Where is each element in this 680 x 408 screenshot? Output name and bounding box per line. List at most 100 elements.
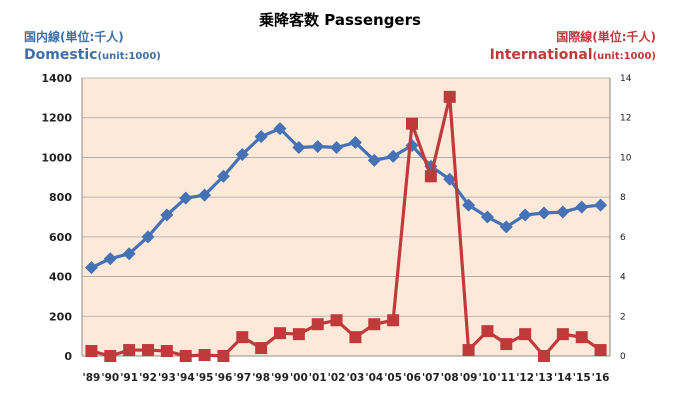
x-tick-label: '10 — [479, 372, 497, 384]
domestic-point — [160, 208, 174, 222]
right-tick-label: 12 — [620, 114, 631, 124]
x-tick-label: '02 — [328, 372, 346, 384]
domestic-point — [273, 122, 287, 136]
x-tick-label: '94 — [177, 372, 195, 384]
international-point — [179, 350, 192, 362]
international-point — [481, 325, 494, 338]
right-axis-label: International(unit:1000) — [490, 44, 656, 63]
x-tick-label: '11 — [497, 372, 515, 384]
international-point — [198, 349, 211, 362]
international-point — [538, 350, 550, 362]
domestic-point — [575, 200, 589, 214]
domestic-series — [84, 122, 608, 275]
international-point — [556, 328, 569, 341]
domestic-point — [386, 149, 400, 163]
right-axis-unit: (unit:1000) — [592, 51, 656, 62]
domestic-point — [537, 206, 551, 220]
international-point — [217, 350, 230, 362]
international-point — [519, 328, 532, 341]
international-point — [160, 345, 173, 358]
domestic-point — [348, 136, 362, 150]
left-axis-label-jp: 国内線(単位:千人) — [24, 30, 124, 44]
x-tick-label: '96 — [215, 372, 233, 384]
domestic-point — [235, 147, 249, 161]
domestic-point — [556, 205, 570, 219]
international-point — [142, 344, 154, 357]
international-point — [575, 331, 588, 344]
right-tick-label: 6 — [620, 233, 626, 243]
domestic-point — [103, 252, 117, 266]
right-tick-label: 0 — [620, 352, 626, 362]
x-tick-label: '93 — [158, 372, 176, 384]
right-tick-label: 14 — [620, 74, 632, 84]
x-tick-label: '04 — [365, 372, 383, 384]
domestic-point — [443, 172, 457, 186]
x-axis-ticks: '89'90'91'92'93'94'95'96'97'98'99'00'01 '… — [83, 372, 610, 384]
domestic-point — [499, 220, 513, 234]
x-tick-label: '09 — [460, 372, 478, 384]
domestic-point — [198, 188, 212, 202]
domestic-point — [462, 198, 476, 212]
x-tick-label: '08 — [441, 372, 459, 384]
domestic-point — [179, 191, 193, 205]
international-point — [274, 327, 286, 340]
left-tick-label: 1400 — [41, 72, 72, 85]
x-tick-label: '95 — [196, 372, 214, 384]
international-point — [406, 117, 418, 130]
international-point — [330, 314, 343, 327]
international-point — [104, 350, 117, 362]
right-tick-label: 8 — [620, 193, 626, 203]
left-axis-label-en: Domestic — [24, 47, 98, 63]
x-tick-label: '89 — [83, 372, 101, 384]
series-layer — [84, 90, 608, 362]
x-tick-label: '15 — [573, 372, 591, 384]
international-point — [236, 331, 249, 344]
domestic-point — [594, 198, 608, 212]
grid-lines — [81, 77, 611, 357]
international-point — [387, 314, 400, 327]
x-tick-label: '03 — [347, 372, 365, 384]
left-tick-label: 400 — [49, 271, 72, 284]
chart-title: 乗降客数 Passengers — [259, 11, 421, 29]
x-tick-label: '16 — [592, 372, 610, 384]
left-tick-label: 600 — [49, 231, 72, 244]
right-tick-label: 10 — [620, 153, 632, 163]
x-tick-label: '97 — [233, 372, 251, 384]
domestic-point — [141, 230, 155, 244]
left-tick-label: 1200 — [41, 112, 72, 125]
international-point — [123, 344, 136, 357]
left-tick-label: 200 — [49, 310, 72, 323]
international-series — [85, 90, 607, 362]
domestic-point — [254, 130, 268, 144]
international-point — [594, 344, 607, 357]
international-point — [424, 170, 437, 183]
x-tick-label: '98 — [252, 372, 270, 384]
left-tick-label: 800 — [49, 191, 72, 204]
x-tick-label: '06 — [403, 372, 421, 384]
domestic-point — [330, 141, 344, 154]
domestic-point — [84, 261, 98, 275]
right-axis-ticks: 0 2 4 6 8 10 12 14 — [620, 74, 632, 362]
x-tick-label: '12 — [516, 372, 534, 384]
left-tick-label: 1000 — [41, 151, 72, 164]
x-tick-label: '14 — [554, 372, 572, 384]
right-tick-label: 2 — [620, 312, 626, 322]
x-tick-label: '92 — [139, 372, 157, 384]
domestic-point — [480, 210, 494, 224]
x-tick-label: '13 — [535, 372, 553, 384]
domestic-line — [90, 127, 601, 270]
left-axis-label: Domestic(unit:1000) — [24, 44, 161, 63]
x-tick-label: '07 — [422, 372, 440, 384]
international-point — [443, 90, 456, 103]
international-point — [368, 318, 381, 331]
international-point — [462, 344, 475, 357]
international-point — [85, 345, 98, 358]
domestic-point — [367, 153, 381, 167]
x-tick-label: '01 — [309, 372, 327, 384]
x-tick-label: '00 — [290, 372, 308, 384]
x-tick-label: '05 — [384, 372, 402, 384]
left-tick-label: 0 — [64, 350, 72, 363]
x-tick-label: '90 — [101, 372, 119, 384]
international-point — [349, 331, 362, 344]
